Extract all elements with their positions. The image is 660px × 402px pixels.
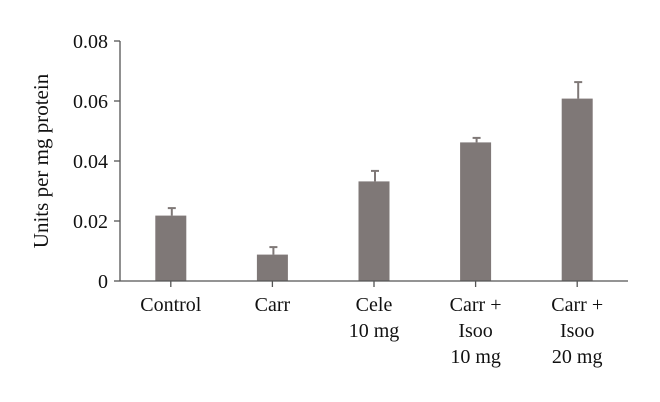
bar	[155, 215, 187, 281]
bar	[561, 98, 593, 281]
x-tick-label: Isoo	[560, 320, 594, 342]
y-axis: 0 0.02 0.04 0.06 0.08	[73, 31, 121, 293]
x-tick-label: Isoo	[458, 320, 492, 342]
bar	[460, 142, 492, 281]
x-tick-label: Carr	[255, 294, 291, 316]
bars	[155, 81, 593, 281]
bar	[256, 254, 288, 281]
x-tick-label: 20 mg	[552, 346, 603, 368]
y-tick-label: 0	[98, 271, 108, 293]
y-tick-label: 0.08	[73, 31, 108, 53]
bar	[358, 181, 390, 281]
x-tick-label: Control	[140, 294, 202, 316]
x-tick-label: Carr +	[450, 294, 502, 316]
y-tick-label: 0.02	[73, 211, 108, 233]
y-axis-label: Units per mg protein	[29, 73, 53, 248]
x-tick-label: Cele	[356, 294, 393, 316]
x-axis: Control Carr Cele 10 mg Carr + Isoo 10 mg Carr …	[120, 280, 628, 368]
x-tick-label: 10 mg	[349, 320, 400, 342]
y-tick-label: 0.06	[73, 91, 108, 113]
x-tick-label: 10 mg	[450, 346, 501, 368]
x-tick-label: Carr +	[551, 294, 603, 316]
y-tick-label: 0.04	[73, 151, 108, 173]
